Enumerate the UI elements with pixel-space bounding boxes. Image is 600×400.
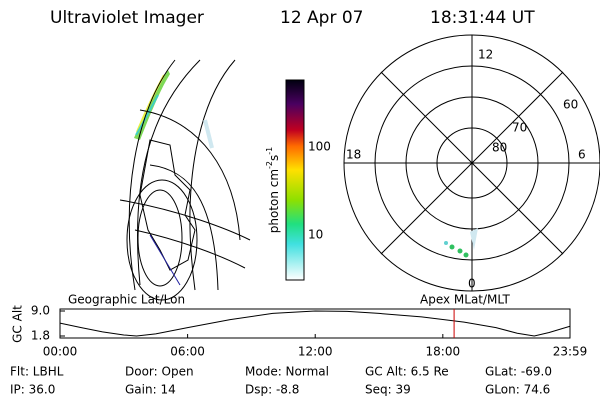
mlt-label: 18	[346, 148, 361, 162]
time: 18:31:44 UT	[430, 8, 535, 28]
footer-field: GC Alt: 6.5 Re	[365, 365, 449, 379]
footer: Flt: LBHL IP: 36.0 Door: Open Gain: 14 Mode:…	[10, 365, 552, 397]
footer-field: IP: 36.0	[10, 383, 55, 397]
colorbar	[285, 79, 305, 281]
footer-field: Mode: Normal	[245, 365, 329, 379]
colorbar-tick-label: 100	[308, 140, 331, 154]
geographic-image	[119, 59, 251, 301]
lat-label: 70	[512, 121, 527, 135]
lat-label: 80	[492, 141, 507, 155]
plot-frame	[59, 308, 571, 339]
title: Ultraviolet Imager	[50, 8, 204, 28]
mlt-label: 6	[578, 148, 586, 162]
panel-label: Geographic Lat/Lon	[68, 293, 185, 307]
footer-field: Flt: LBHL	[10, 365, 64, 379]
colorbar-label: photon cm-2s-1	[265, 147, 281, 234]
footer-field: Gain: 14	[125, 383, 176, 397]
x-tick-label: 12:00	[298, 345, 333, 359]
altitude-curve	[59, 310, 571, 337]
footer-field: Seq: 39	[365, 383, 411, 397]
panel-label: Apex MLat/MLT	[420, 293, 510, 307]
footer-field: Dsp: -8.8	[245, 383, 299, 397]
polar-plot	[343, 34, 600, 292]
mlt-label: 12	[478, 48, 493, 62]
colorbar-tick-label: 10	[308, 228, 323, 242]
x-tick-label: 23:59	[553, 345, 588, 359]
footer-field: GLon: 74.6	[485, 383, 550, 397]
footer-field: GLat: -69.0	[485, 365, 552, 379]
lat-label: 60	[563, 98, 578, 112]
x-tick-label: 18:00	[426, 345, 461, 359]
y-axis-label: GC Alt	[11, 305, 25, 343]
y-tick-label: 1.8	[31, 329, 50, 343]
x-tick-label: 00:00	[43, 345, 78, 359]
y-tick-label: 9.0	[31, 304, 50, 318]
mlt-label: 0	[468, 277, 476, 291]
date: 12 Apr 07	[280, 8, 363, 28]
x-tick-label: 06:00	[170, 345, 205, 359]
altitude-plot: 9.0 1.8 00:00 06:00 12:00 18:00 23:59	[31, 304, 587, 359]
footer-field: Door: Open	[125, 365, 194, 379]
